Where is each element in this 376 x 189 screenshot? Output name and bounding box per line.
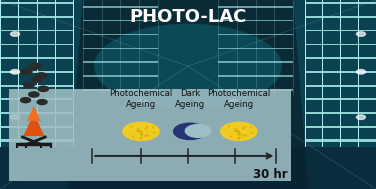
Circle shape <box>251 132 253 133</box>
Polygon shape <box>305 2 376 4</box>
Circle shape <box>29 63 41 69</box>
Polygon shape <box>305 112 376 114</box>
Circle shape <box>153 132 156 133</box>
Circle shape <box>237 138 240 139</box>
Polygon shape <box>305 85 376 87</box>
Circle shape <box>152 127 155 128</box>
Circle shape <box>136 130 139 131</box>
Circle shape <box>238 132 240 133</box>
Circle shape <box>11 70 20 74</box>
Circle shape <box>38 86 49 91</box>
Circle shape <box>137 131 139 132</box>
Circle shape <box>243 128 245 129</box>
Circle shape <box>141 134 143 135</box>
Text: Photochemical
Ageing: Photochemical Ageing <box>207 89 270 109</box>
Polygon shape <box>0 2 73 4</box>
Polygon shape <box>305 71 376 73</box>
Circle shape <box>137 128 139 129</box>
Circle shape <box>132 136 134 137</box>
Polygon shape <box>0 16 73 18</box>
Circle shape <box>235 128 237 129</box>
Circle shape <box>228 126 230 127</box>
Circle shape <box>21 69 32 75</box>
Circle shape <box>145 128 147 129</box>
Polygon shape <box>83 48 158 49</box>
Circle shape <box>141 137 143 138</box>
Circle shape <box>237 131 239 132</box>
Circle shape <box>234 130 237 131</box>
Circle shape <box>356 70 365 74</box>
Polygon shape <box>0 43 73 45</box>
Polygon shape <box>218 48 293 49</box>
Circle shape <box>237 131 239 132</box>
Polygon shape <box>218 6 293 8</box>
Polygon shape <box>218 20 293 21</box>
Text: Dark
Ageing: Dark Ageing <box>175 89 205 109</box>
Circle shape <box>238 137 241 138</box>
Polygon shape <box>218 89 293 91</box>
Circle shape <box>139 138 142 139</box>
Circle shape <box>356 32 365 36</box>
Circle shape <box>242 135 244 136</box>
Polygon shape <box>83 75 158 77</box>
Polygon shape <box>0 98 73 100</box>
Polygon shape <box>0 85 73 87</box>
Circle shape <box>239 134 241 135</box>
Polygon shape <box>305 139 376 142</box>
Text: PHOTO-LAC: PHOTO-LAC <box>129 8 247 26</box>
Polygon shape <box>218 61 293 63</box>
Polygon shape <box>0 147 376 189</box>
Circle shape <box>21 98 30 103</box>
Circle shape <box>146 126 148 128</box>
Circle shape <box>11 32 20 36</box>
Circle shape <box>138 100 147 104</box>
Circle shape <box>230 136 232 137</box>
Circle shape <box>238 134 240 135</box>
Circle shape <box>123 122 159 140</box>
Circle shape <box>31 77 42 82</box>
Polygon shape <box>293 0 376 189</box>
Polygon shape <box>0 57 73 59</box>
Circle shape <box>11 115 20 119</box>
Polygon shape <box>305 30 376 31</box>
Circle shape <box>37 100 47 105</box>
Polygon shape <box>83 6 158 8</box>
Circle shape <box>250 127 252 128</box>
Polygon shape <box>23 113 44 136</box>
Polygon shape <box>0 71 73 73</box>
Polygon shape <box>0 126 73 128</box>
Polygon shape <box>0 30 73 31</box>
Polygon shape <box>305 16 376 18</box>
Circle shape <box>244 126 246 128</box>
Polygon shape <box>83 61 158 63</box>
Circle shape <box>29 92 39 97</box>
Circle shape <box>36 73 47 78</box>
Polygon shape <box>83 20 158 21</box>
Circle shape <box>139 131 141 132</box>
Circle shape <box>147 135 149 136</box>
Circle shape <box>235 131 237 132</box>
Circle shape <box>221 122 257 140</box>
Ellipse shape <box>94 24 282 109</box>
Circle shape <box>24 82 34 88</box>
Polygon shape <box>305 43 376 45</box>
Circle shape <box>356 115 365 119</box>
Circle shape <box>144 135 147 136</box>
Polygon shape <box>305 57 376 59</box>
Polygon shape <box>83 34 158 35</box>
Polygon shape <box>218 75 293 77</box>
Polygon shape <box>27 106 41 121</box>
Circle shape <box>229 100 238 104</box>
Polygon shape <box>0 139 73 142</box>
Polygon shape <box>0 112 73 114</box>
Polygon shape <box>305 98 376 100</box>
Circle shape <box>130 126 132 127</box>
Text: 30 hr: 30 hr <box>253 168 288 181</box>
Circle shape <box>140 134 143 135</box>
FancyBboxPatch shape <box>9 89 291 181</box>
Circle shape <box>244 135 247 136</box>
Polygon shape <box>218 34 293 35</box>
Polygon shape <box>305 126 376 128</box>
Circle shape <box>141 132 143 133</box>
